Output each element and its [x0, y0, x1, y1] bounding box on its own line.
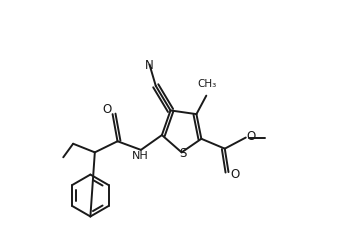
Text: S: S: [179, 147, 186, 160]
Text: CH₃: CH₃: [198, 79, 217, 90]
Text: N: N: [145, 59, 154, 72]
Text: NH: NH: [131, 151, 148, 161]
Text: O: O: [230, 168, 239, 181]
Text: O: O: [247, 130, 256, 143]
Text: O: O: [102, 103, 112, 116]
